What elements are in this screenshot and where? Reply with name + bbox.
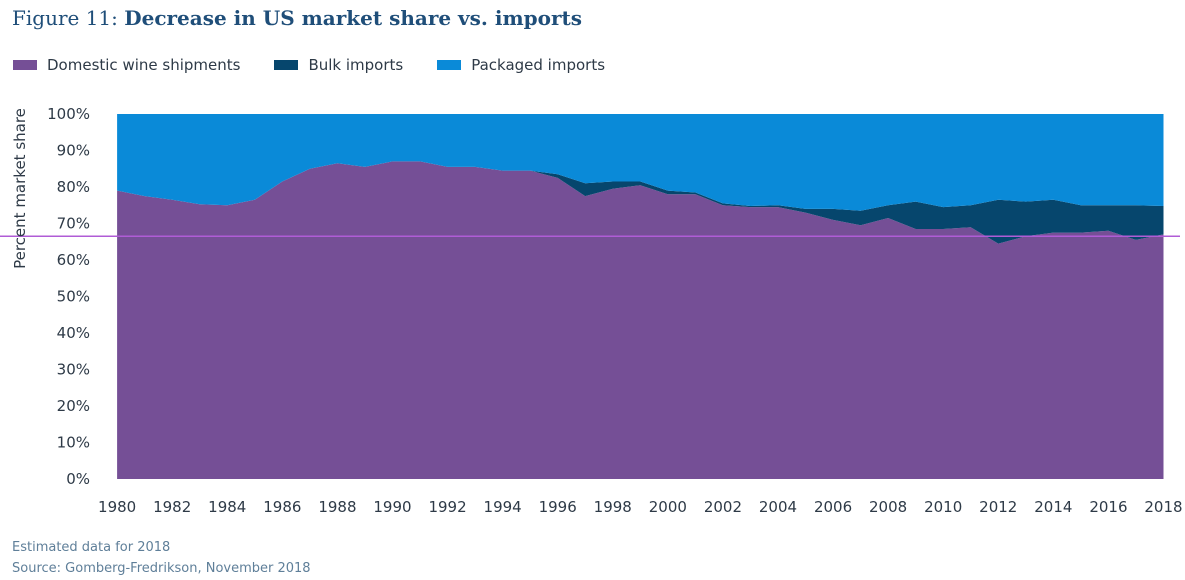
x-tick-label: 2012 [979,498,1017,516]
y-tick-label: 60% [57,251,90,269]
x-tick-label: 2008 [869,498,907,516]
legend-item-bulk: Bulk imports [274,56,403,74]
x-tick-label: 1980 [98,498,136,516]
legend-item-domestic: Domestic wine shipments [13,56,240,74]
x-tick-label: 2002 [704,498,742,516]
figure-title: Decrease in US market share vs. imports [124,6,582,30]
x-tick-label: 1982 [153,498,191,516]
x-tick-label: 2014 [1034,498,1072,516]
x-tick-label: 1990 [373,498,411,516]
x-tick-label: 2004 [759,498,797,516]
figure-number: Figure 11: [12,6,118,30]
y-tick-label: 80% [57,178,90,196]
y-axis-ticks: 0% 10% 20% 30% 40% 50% 60% 70% 80% 90% 100% [47,105,90,488]
x-tick-label: 2016 [1089,498,1127,516]
y-tick-label: 70% [57,215,90,233]
x-tick-label: 1984 [208,498,246,516]
estimate-note: Estimated data for 2018 [12,540,171,555]
y-tick-label: 20% [57,397,90,415]
legend-swatch-packaged [437,60,462,70]
area-bulk [117,161,1164,244]
y-tick-label: 0% [66,470,90,488]
y-tick-label: 10% [57,434,90,452]
y-tick-label: 50% [57,288,90,306]
series-areas [117,114,1164,479]
legend-label-packaged: Packaged imports [471,56,606,74]
legend-item-packaged: Packaged imports [437,56,605,74]
x-tick-label: 1998 [594,498,632,516]
chart-title: Figure 11: Decrease in US market share v… [12,6,582,30]
chart-notes: Estimated data for 2018 Source: Gomberg-… [12,537,311,579]
x-tick-label: 2000 [649,498,687,516]
area-domestic [117,161,1164,479]
y-tick-label: 90% [57,142,90,160]
legend-label-bulk: Bulk imports [308,56,404,74]
legend-swatch-bulk [274,60,299,70]
y-axis-label: Percent market share [11,108,29,269]
x-tick-label: 2010 [924,498,962,516]
legend: Domestic wine shipments Bulk imports Pac… [13,56,639,74]
x-tick-label: 1994 [484,498,522,516]
x-tick-label: 1988 [318,498,356,516]
y-tick-label: 30% [57,361,90,379]
legend-swatch-domestic [13,60,37,70]
y-tick-label: 40% [57,324,90,342]
x-tick-label: 2006 [814,498,852,516]
x-tick-label: 1986 [263,498,301,516]
x-tick-label: 1992 [428,498,466,516]
y-tick-label: 100% [47,105,90,123]
legend-label-domestic: Domestic wine shipments [47,56,241,74]
x-axis-ticks: 1980 1982 1984 1986 1988 1990 1992 1994 1996 1998… [98,498,1183,516]
x-tick-label: 2018 [1144,498,1182,516]
x-tick-label: 1996 [539,498,577,516]
area-packaged [117,114,1164,211]
source-note: Source: Gomberg-Fredrikson, November 201… [12,561,311,576]
